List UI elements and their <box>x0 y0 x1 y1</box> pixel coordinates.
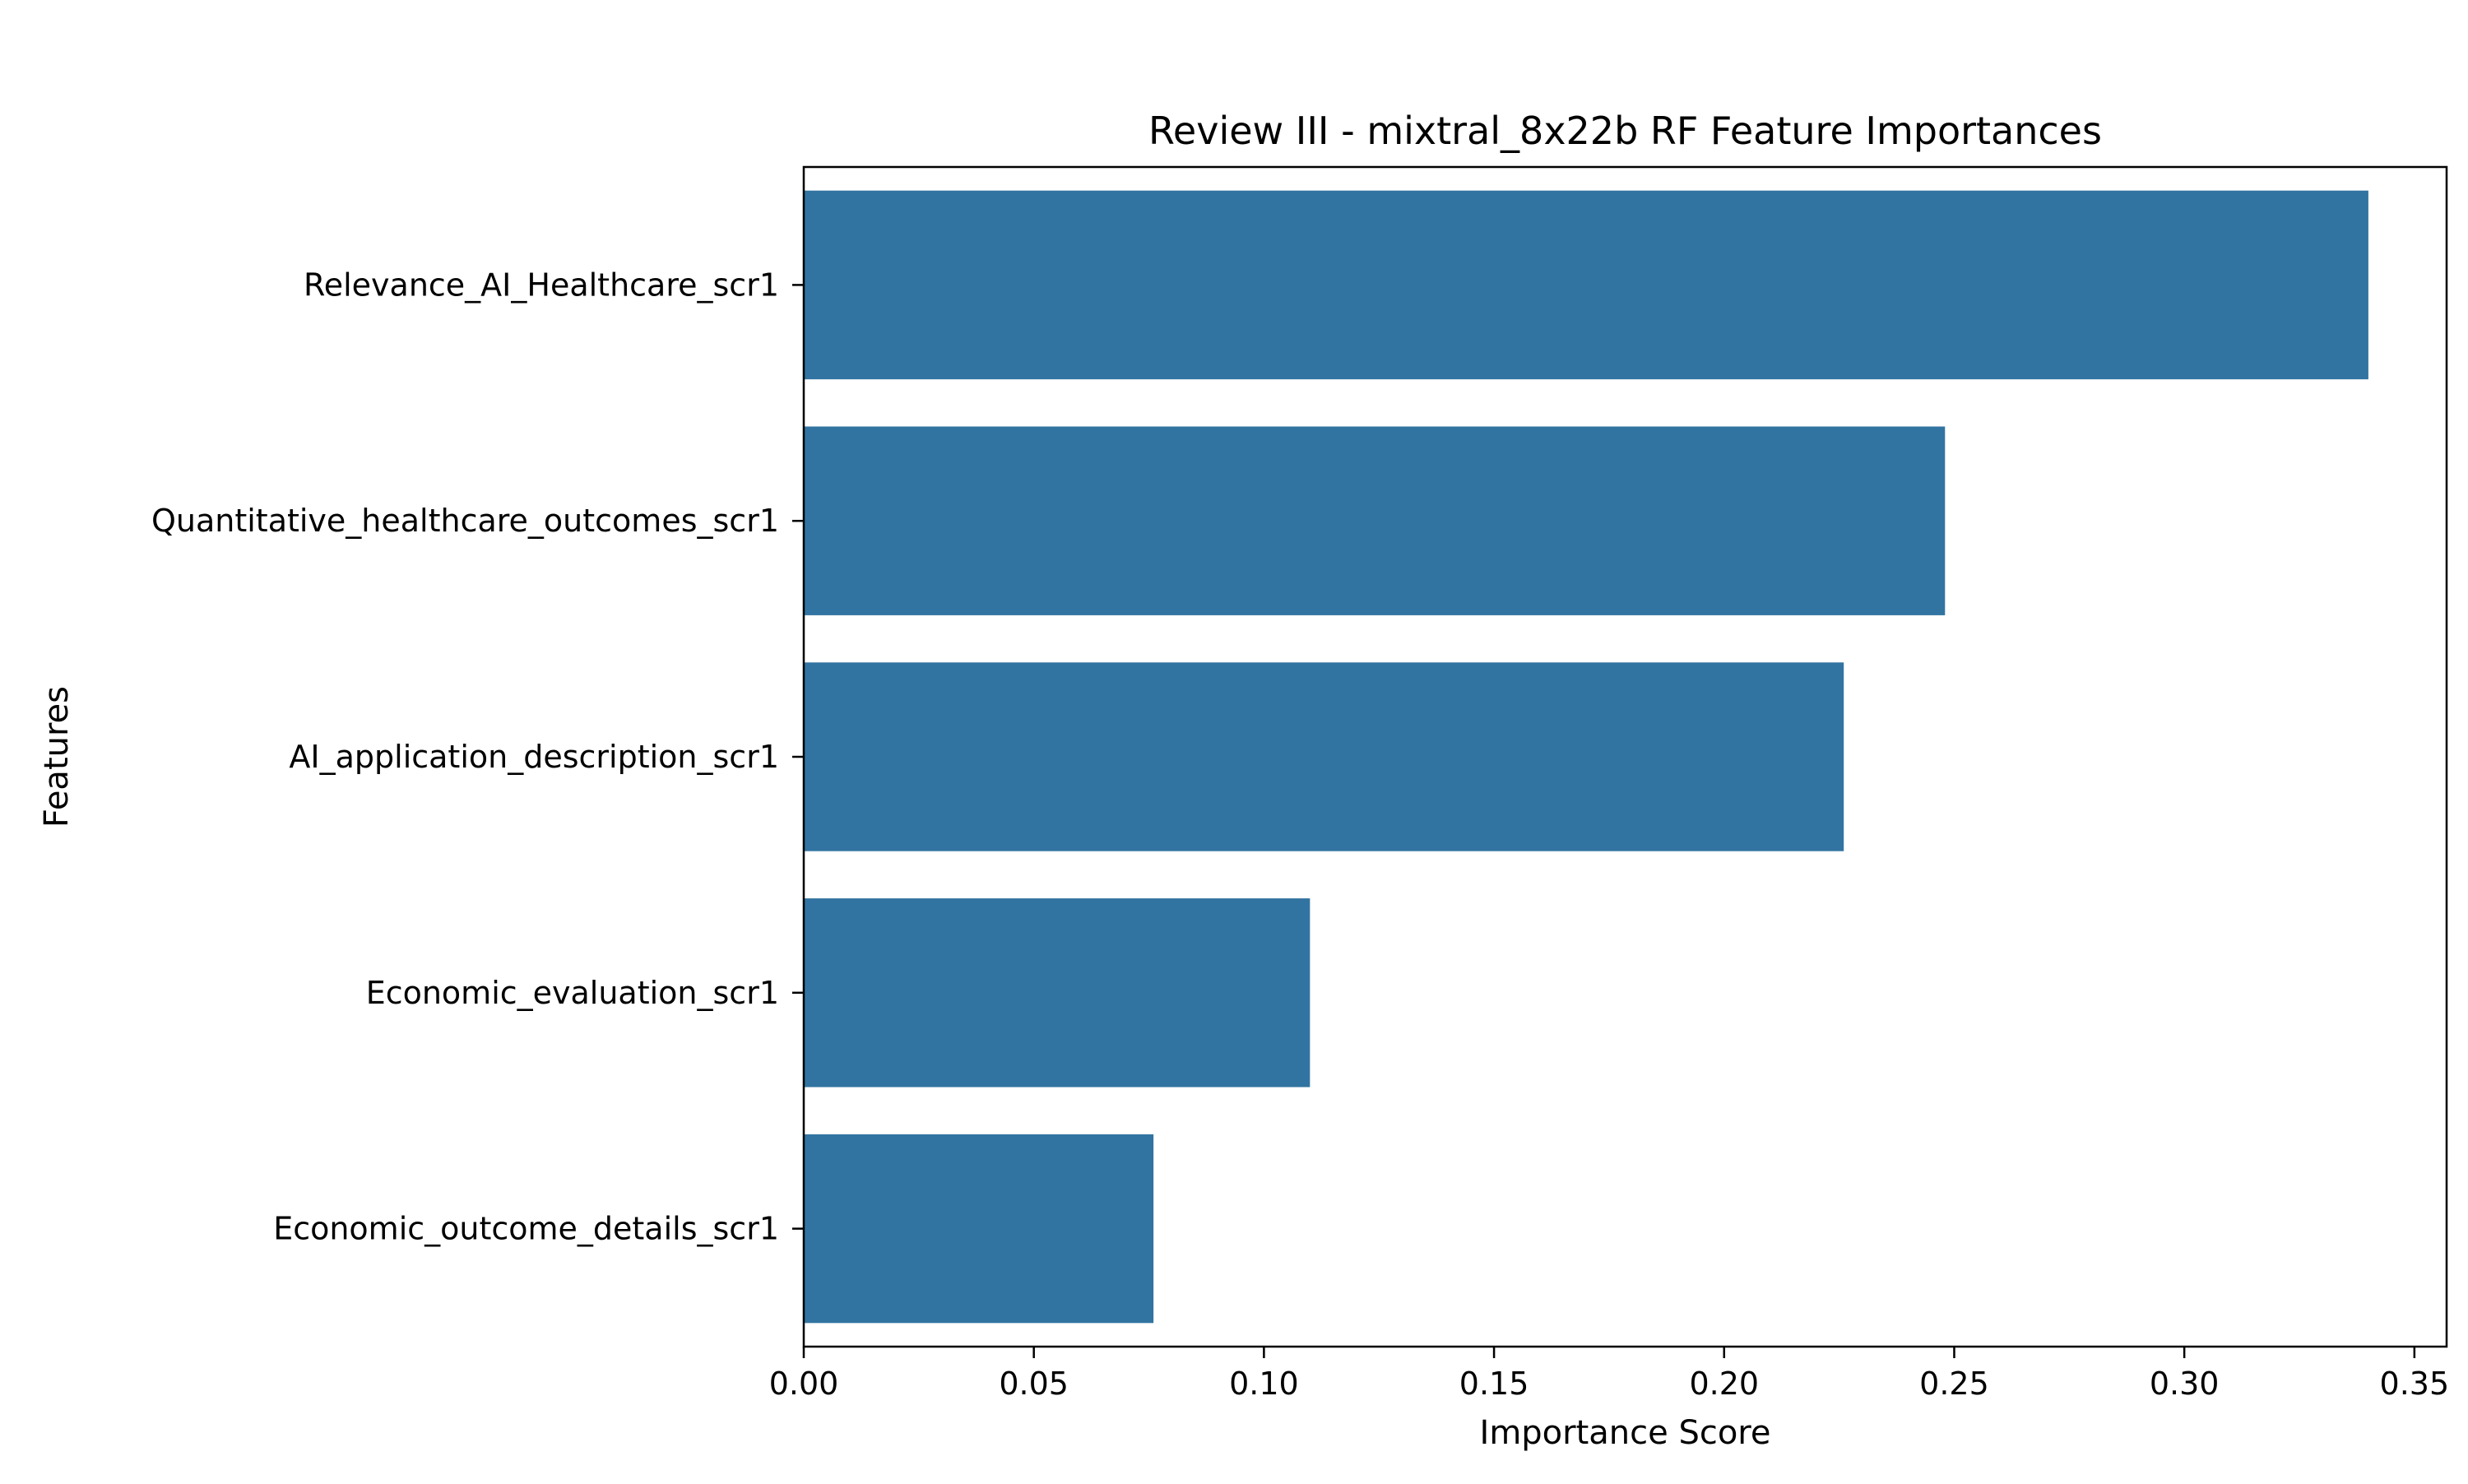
y-tick-label: Relevance_AI_Healthcare_scr1 <box>304 267 779 303</box>
x-tick-label: 0.00 <box>769 1366 839 1402</box>
y-tick-label: AI_application_description_scr1 <box>289 739 779 775</box>
x-axis-label: Importance Score <box>1480 1414 1771 1452</box>
x-tick-label: 0.30 <box>2150 1366 2220 1402</box>
x-tick-label: 0.20 <box>1689 1366 1759 1402</box>
bar <box>804 898 1311 1087</box>
chart-title: Review III - mixtral_8x22b RF Feature Im… <box>1148 109 2102 153</box>
y-tick-label: Economic_outcome_details_scr1 <box>273 1211 779 1247</box>
plot-frame <box>802 165 2448 1348</box>
y-tick-label: Quantitative_healthcare_outcomes_scr1 <box>151 503 779 539</box>
bar <box>804 1134 1154 1324</box>
bar <box>804 662 1844 851</box>
x-tick-label: 0.35 <box>2380 1366 2450 1402</box>
x-tick-label: 0.15 <box>1459 1366 1529 1402</box>
bars-layer <box>804 190 2368 1324</box>
x-tick-label: 0.05 <box>999 1366 1069 1402</box>
y-axis: Relevance_AI_Healthcare_scr1 Quantitative… <box>151 267 804 1247</box>
bar <box>804 190 2368 380</box>
y-axis-label: Features <box>38 686 76 828</box>
bar <box>804 426 1946 615</box>
x-tick-label: 0.10 <box>1229 1366 1299 1402</box>
x-axis: 0.00 0.05 0.10 0.15 0.20 0.25 0.30 0.35 <box>769 1347 2449 1402</box>
y-tick-label: Economic_evaluation_scr1 <box>366 975 779 1011</box>
x-tick-label: 0.25 <box>1919 1366 1989 1402</box>
